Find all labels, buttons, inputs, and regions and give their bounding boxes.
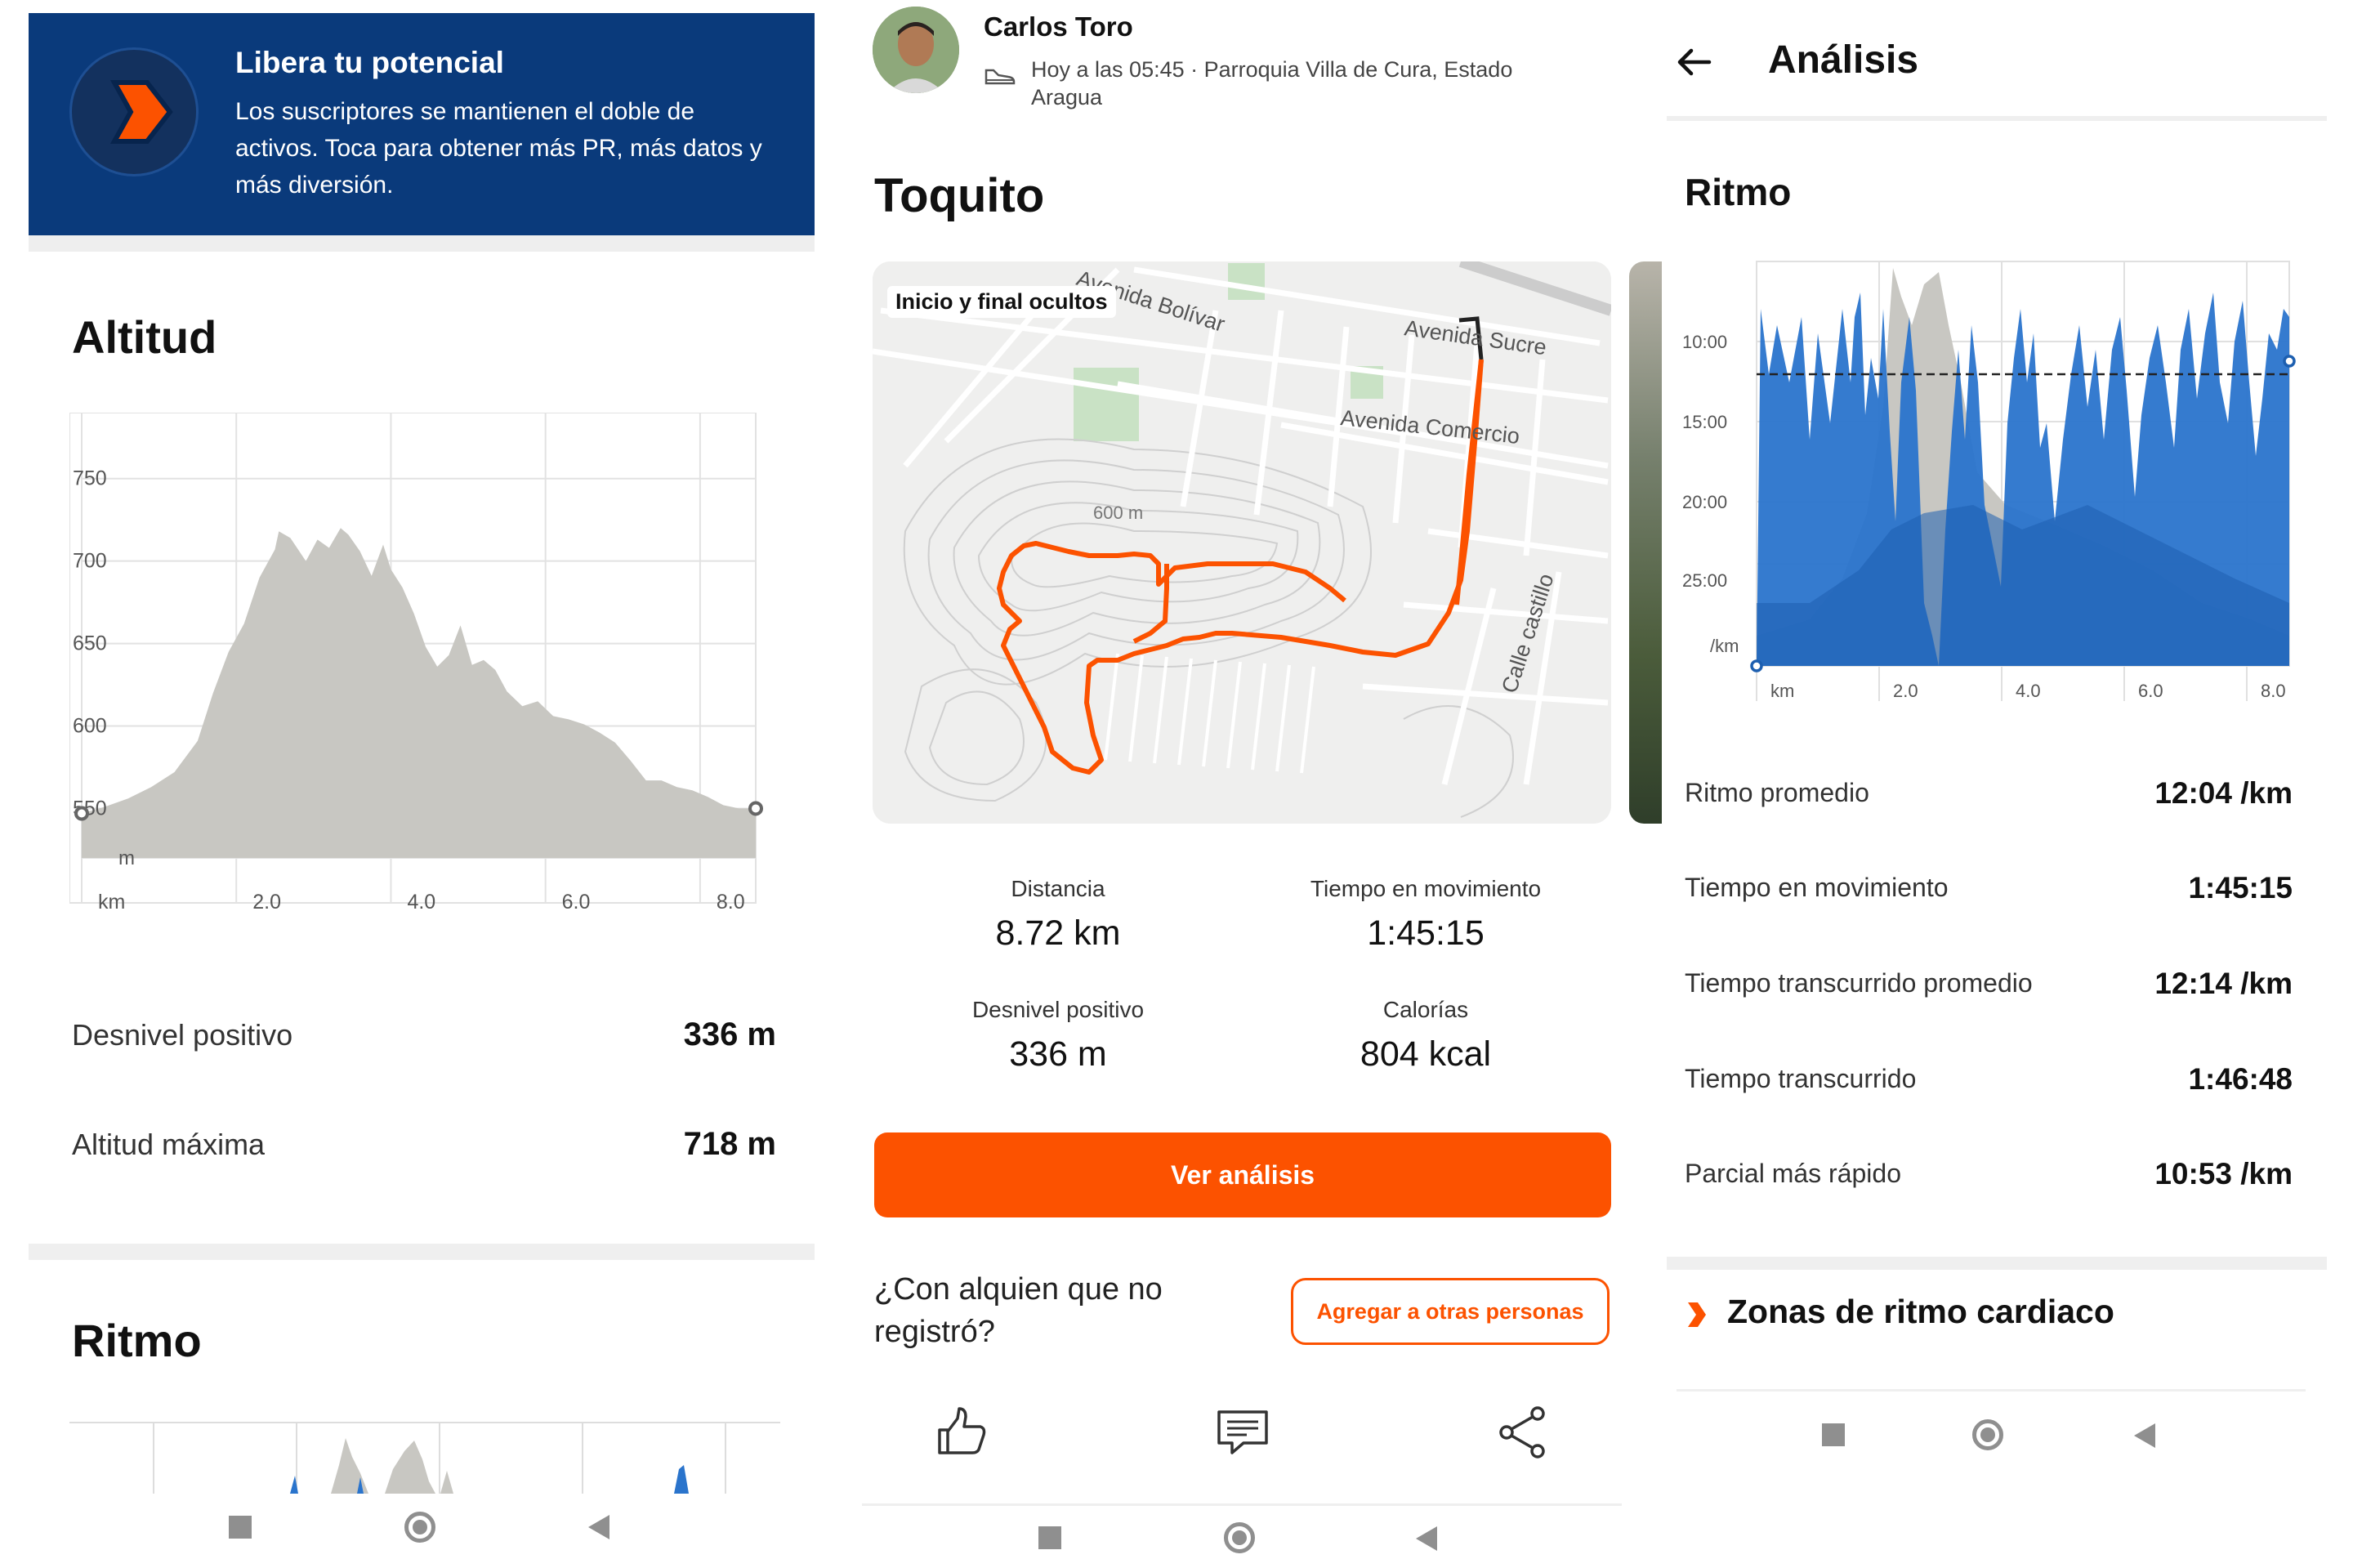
strava-subscription-icon: [69, 47, 199, 176]
privacy-badge: Inicio y final ocultos: [887, 286, 1116, 318]
stat-value: 8.72 km: [995, 914, 1121, 953]
view-analysis-button[interactable]: Ver análisis: [874, 1132, 1611, 1217]
activity-title: Toquito: [874, 169, 1045, 222]
altitude-area: [82, 528, 756, 858]
pace-stat-value: 12:04 /km: [2154, 776, 2293, 810]
recents-button[interactable]: [229, 1516, 252, 1539]
altitude-y-tick: 650: [73, 632, 107, 655]
promo-title: Libera tu potencial: [235, 46, 504, 79]
stat-value: 804 kcal: [1360, 1034, 1492, 1074]
altitude-y-tick: 750: [73, 467, 107, 490]
divider: [1677, 1389, 2306, 1392]
pace-heading: Ritmo: [72, 1315, 202, 1366]
pace-stat-value: 10:53 /km: [2154, 1157, 2293, 1191]
avatar[interactable]: [873, 7, 959, 93]
add-people-button[interactable]: Agregar a otras personas: [1291, 1278, 1610, 1345]
pace-section-heading: Ritmo: [1685, 171, 1792, 213]
altitude-y-tick: 600: [73, 715, 107, 738]
page-title: Análisis: [1768, 38, 1919, 82]
stat-value: 1:45:15: [1367, 914, 1485, 953]
comment-icon[interactable]: [1214, 1404, 1271, 1461]
back-nav-button[interactable]: [1416, 1526, 1437, 1551]
pace-x-tick: 6.0: [2138, 681, 2163, 701]
activity-meta: Hoy a las 05:45 · Parroquia Villa de Cur…: [1031, 57, 1513, 109]
chevron-right-icon: [1686, 1301, 1708, 1329]
pace-stat-label: Parcial más rápido: [1685, 1159, 1901, 1188]
altitude-x-tick: 4.0: [407, 891, 435, 914]
with-someone-question: ¿Con alquien que no registró?: [874, 1272, 1163, 1349]
home-button[interactable]: [1224, 1522, 1255, 1553]
stat-label: Distancia: [1011, 876, 1105, 901]
recents-button[interactable]: [1822, 1423, 1845, 1446]
subscription-promo-banner[interactable]: [29, 13, 815, 235]
stat-label: Calorías: [1382, 997, 1469, 1022]
divider: [862, 1503, 1622, 1506]
back-nav-button[interactable]: [2134, 1423, 2155, 1448]
altitude-stat-label: Desnivel positivo: [72, 1018, 293, 1052]
route-map[interactable]: Avenida Bolívar Avenida Sucre Avenida Co…: [873, 261, 1611, 824]
altitude-stat-label: Altitud máxima: [72, 1128, 266, 1161]
section-divider: [29, 1244, 815, 1260]
altitude-start-marker: [74, 806, 89, 821]
altitude-y-unit: m: [118, 847, 135, 869]
pace-y-tick: 10:00: [1682, 332, 1727, 352]
nav-bar: [862, 1512, 1622, 1568]
altitude-stat-value: 718 m: [683, 1126, 776, 1162]
stat-label: Tiempo en movimiento: [1310, 876, 1542, 901]
altitude-x-tick: 8.0: [717, 891, 745, 914]
altitude-y-tick: 700: [73, 550, 107, 573]
altitude-x-tick: 2.0: [252, 891, 281, 914]
stat-value: 336 m: [1009, 1034, 1107, 1074]
pace-stat-label: Tiempo en movimiento: [1685, 873, 1949, 902]
nav-bar: [1667, 1397, 2327, 1479]
pace-chart: 10:00 15:00 20:00 25:00 /km km 2.0 4.0 6…: [1682, 261, 2296, 701]
pace-y-tick: 20:00: [1682, 492, 1727, 512]
promo-text: Los suscriptores se mantienen el doble d…: [235, 98, 762, 199]
back-arrow-icon[interactable]: [1675, 46, 1714, 78]
pace-stat-label: Tiempo transcurrido: [1685, 1064, 1917, 1093]
hr-zones-row[interactable]: Zonas de ritmo cardiaco: [1685, 1291, 2306, 1340]
home-button[interactable]: [1972, 1419, 2003, 1450]
pace-stat-value: 12:14 /km: [2154, 967, 2293, 1000]
pace-stat-value: 1:46:48: [2188, 1062, 2293, 1096]
altitude-heading: Altitud: [72, 311, 217, 363]
back-nav-button[interactable]: [588, 1515, 609, 1539]
header-divider: [1667, 116, 2327, 121]
pace-x-tick: 4.0: [2016, 681, 2041, 701]
pace-y-tick: 15:00: [1682, 412, 1727, 432]
altitude-stat-value: 336 m: [683, 1016, 776, 1052]
pace-end-marker: [2283, 355, 2296, 368]
home-button[interactable]: [404, 1512, 435, 1543]
map-contour-label: 600 m: [1093, 503, 1143, 523]
altitude-x-tick: km: [98, 891, 125, 914]
altitude-end-marker: [748, 801, 763, 816]
nav-bar: [29, 1495, 815, 1568]
pace-y-tick: 25:00: [1682, 570, 1727, 591]
pace-x-tick: km: [1770, 681, 1794, 701]
share-icon[interactable]: [1495, 1404, 1552, 1461]
section-divider: [1667, 1257, 2327, 1270]
altitude-x-tick: 6.0: [562, 891, 591, 914]
pace-stat-label: Ritmo promedio: [1685, 778, 1869, 807]
recents-button[interactable]: [1038, 1526, 1061, 1549]
pace-x-tick: 8.0: [2261, 681, 2286, 701]
pace-y-tick: /km: [1710, 636, 1739, 656]
pace-chart-preview: [69, 1422, 780, 1494]
activity-photo-peek[interactable]: [1629, 261, 1662, 824]
like-icon[interactable]: [933, 1404, 990, 1461]
pace-stat-label: Tiempo transcurrido promedio: [1685, 968, 2033, 998]
divider: [29, 235, 815, 252]
pace-x-tick: 2.0: [1893, 681, 1918, 701]
stat-label: Desnivel positivo: [971, 997, 1145, 1022]
athlete-name[interactable]: Carlos Toro: [984, 11, 1133, 42]
pace-start-marker: [1750, 659, 1763, 672]
shoe-icon: [984, 62, 1016, 87]
hr-zones-label: Zonas de ritmo cardiaco: [1727, 1293, 2114, 1330]
pace-stat-value: 1:45:15: [2188, 871, 2293, 905]
